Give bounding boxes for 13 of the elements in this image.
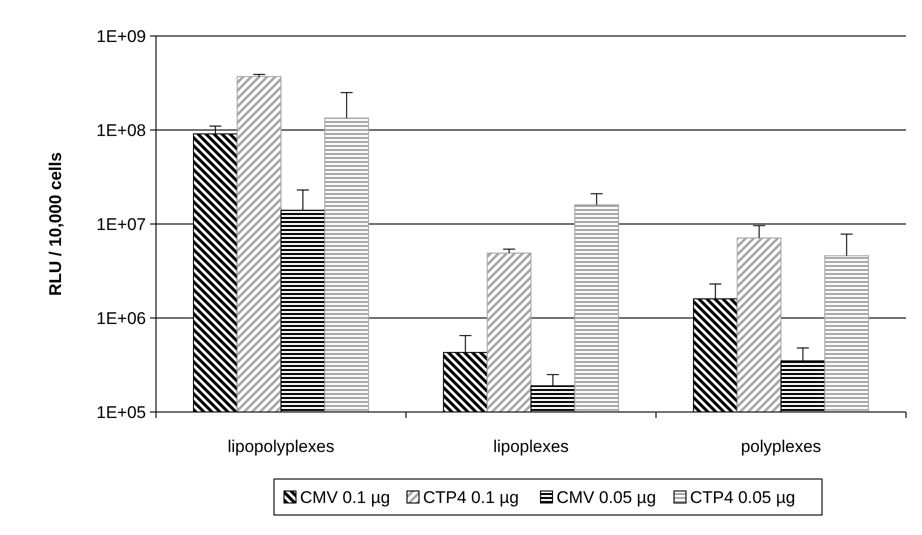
legend-label: CMV 0.1 µg	[300, 488, 390, 507]
y-tick-label: 1E+06	[96, 308, 146, 328]
y-tick-label: 1E+09	[96, 26, 146, 46]
x-tick-label: lipopolyplexes	[228, 437, 334, 456]
x-tick-label: lipoplexes	[493, 437, 569, 456]
y-tick-label: 1E+07	[96, 214, 146, 234]
y-tick-label: 1E+05	[96, 402, 146, 422]
legend-label: CMV 0.05 µg	[556, 488, 656, 507]
legend-label: CTP4 0.05 µg	[690, 488, 796, 507]
y-tick-label: 1E+08	[96, 120, 146, 140]
legend-label: CTP4 0.1 µg	[423, 488, 519, 507]
x-tick-label: polyplexes	[740, 437, 822, 456]
y-axis-title: RLU / 10,000 cells	[46, 152, 65, 296]
